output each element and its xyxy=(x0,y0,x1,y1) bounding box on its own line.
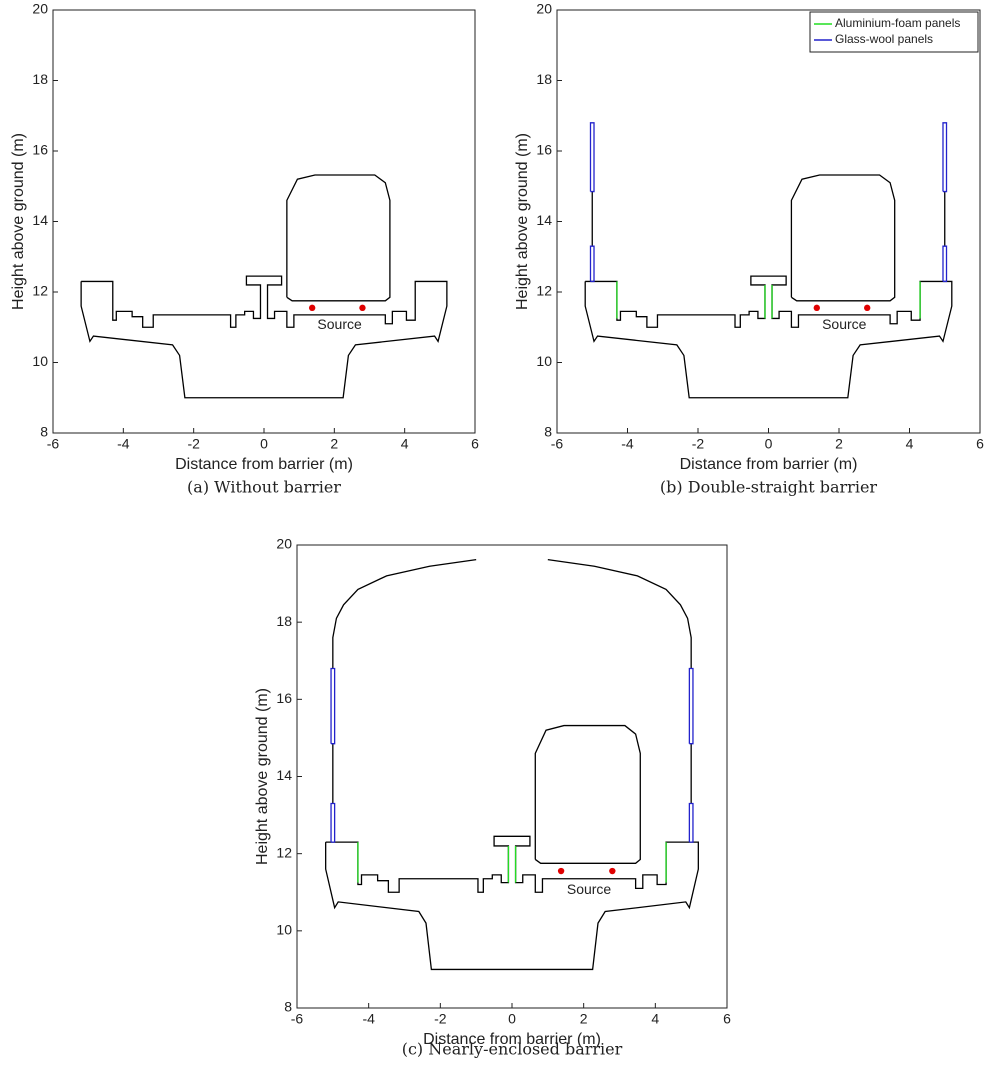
annotation: Source xyxy=(567,881,612,897)
outline xyxy=(790,174,896,302)
x-tick-label: 0 xyxy=(765,436,773,452)
x-tick-label: 4 xyxy=(906,436,914,452)
y-tick-label: 12 xyxy=(32,283,48,299)
y-tick-label: 8 xyxy=(40,424,48,440)
outline xyxy=(286,174,391,302)
caption: (c) Nearly-enclosed barrier xyxy=(402,1040,623,1059)
annotation: Source xyxy=(822,316,867,332)
axes-box xyxy=(296,544,728,1009)
y-tick-label: 12 xyxy=(276,844,292,860)
outline xyxy=(332,559,692,669)
x-tick-label: 6 xyxy=(976,436,984,452)
legend-box xyxy=(809,11,979,53)
source-point xyxy=(557,867,565,875)
caption: (a) Without barrier xyxy=(187,478,341,497)
outline xyxy=(589,122,948,283)
y-tick-label: 18 xyxy=(32,71,48,87)
y-tick-label: 8 xyxy=(284,999,292,1015)
outline xyxy=(80,275,448,399)
x-tick-label: 4 xyxy=(401,436,409,452)
x-tick-label: -6 xyxy=(291,1011,304,1027)
outline xyxy=(584,275,953,399)
axes-box xyxy=(52,9,476,434)
y-tick-label: 12 xyxy=(536,283,552,299)
x-axis-label: Distance from barrier (m) xyxy=(175,456,353,473)
y-tick-label: 8 xyxy=(544,424,552,440)
caption: (b) Double-straight barrier xyxy=(660,478,877,497)
y-tick-label: 14 xyxy=(276,767,292,783)
y-tick-label: 18 xyxy=(536,71,552,87)
x-tick-label: 6 xyxy=(471,436,479,452)
x-axis-label: Distance from barrier (m) xyxy=(680,456,858,473)
x-tick-label: 4 xyxy=(651,1011,659,1027)
x-tick-label: 2 xyxy=(835,436,843,452)
y-tick-label: 10 xyxy=(536,353,552,369)
y-tick-label: 14 xyxy=(536,212,552,228)
y-tick-label: 10 xyxy=(276,922,292,938)
source-point xyxy=(813,304,820,312)
legend-label: Glass-wool panels xyxy=(835,32,933,46)
y-tick-label: 20 xyxy=(32,1,48,17)
x-tick-label: -6 xyxy=(551,436,564,452)
x-tick-label: 2 xyxy=(330,436,338,452)
y-axis-label: Height above ground (m) xyxy=(10,133,27,310)
y-tick-label: 16 xyxy=(536,142,552,158)
x-axis-label: Distance from barrier (m) xyxy=(423,1031,601,1048)
x-tick-label: 0 xyxy=(260,436,268,452)
source-point xyxy=(609,867,616,875)
x-tick-label: -4 xyxy=(117,436,130,452)
y-tick-label: 20 xyxy=(276,536,292,552)
y-axis-label: Height above ground (m) xyxy=(514,133,531,310)
x-tick-label: -4 xyxy=(362,1011,375,1027)
y-tick-label: 10 xyxy=(32,353,48,369)
axes-box xyxy=(556,9,981,434)
y-tick-label: 18 xyxy=(276,613,292,629)
outline xyxy=(332,743,692,804)
x-tick-label: -4 xyxy=(621,436,634,452)
legend-label: Aluminium-foam panels xyxy=(835,16,960,30)
outline xyxy=(357,842,667,883)
x-tick-label: 0 xyxy=(508,1011,516,1027)
x-tick-label: -2 xyxy=(434,1011,447,1027)
x-tick-label: -2 xyxy=(187,436,200,452)
source-point xyxy=(864,304,871,312)
x-tick-label: -6 xyxy=(47,436,60,452)
x-tick-label: -2 xyxy=(692,436,705,452)
outline xyxy=(325,835,699,971)
y-tick-label: 16 xyxy=(32,142,48,158)
outline xyxy=(330,667,694,843)
x-tick-label: 2 xyxy=(580,1011,588,1027)
x-tick-label: 6 xyxy=(723,1011,731,1027)
y-tick-label: 14 xyxy=(32,212,48,228)
source-point xyxy=(308,304,316,312)
source-point xyxy=(359,304,366,312)
outline xyxy=(534,724,641,864)
outline xyxy=(591,191,946,247)
annotation: Source xyxy=(317,316,362,332)
outline xyxy=(616,281,921,319)
y-tick-label: 20 xyxy=(536,1,552,17)
y-axis-label: Height above ground (m) xyxy=(254,688,271,865)
y-tick-label: 16 xyxy=(276,690,292,706)
